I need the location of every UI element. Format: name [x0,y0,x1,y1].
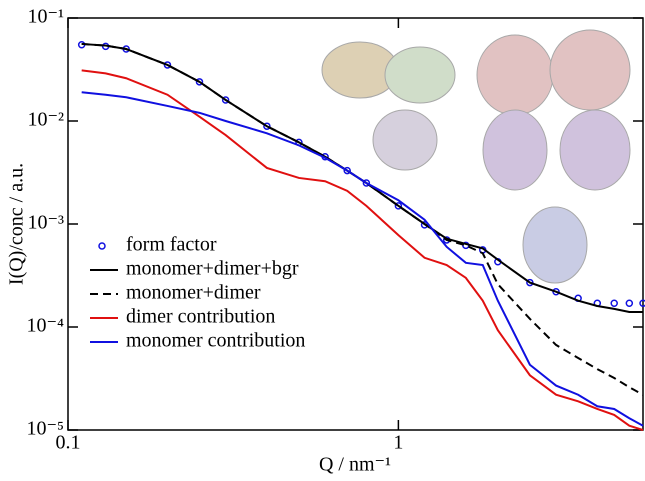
y-tick-label: 10⁻⁴ [26,315,64,337]
series-line [81,91,644,427]
data-point [195,78,204,86]
data-point [610,299,618,308]
x-tick-label: 1 [393,432,403,454]
data-point [343,166,351,175]
data-point [394,202,403,210]
y-tick-label: 10⁻¹ [27,6,64,28]
data-point [639,299,645,308]
data-point [625,299,634,308]
y-tick-label: 10⁻² [27,109,64,131]
y-axis-label: I(Q)/conc / a.u. [6,163,28,285]
data-point [362,179,371,187]
data-point [221,96,230,104]
series-line [81,69,644,431]
protein-illustration [321,29,631,284]
data-point [163,61,172,69]
x-axis-label: Q / nm⁻¹ [319,454,391,476]
legend-label: monomer contribution [126,330,305,352]
legend-label: form factor [126,234,217,256]
x-tick-label: 0.1 [56,432,81,454]
y-tick-label: 10⁻³ [27,212,64,234]
series-line [81,42,644,396]
legend-label: monomer+dimer+bgr [126,258,299,280]
legend-label: monomer+dimer [126,282,261,304]
legend-marker [98,242,106,250]
y-tick-label: 10⁻⁵ [26,418,64,440]
data-point [263,122,271,130]
legend-label: dimer contribution [126,306,275,328]
